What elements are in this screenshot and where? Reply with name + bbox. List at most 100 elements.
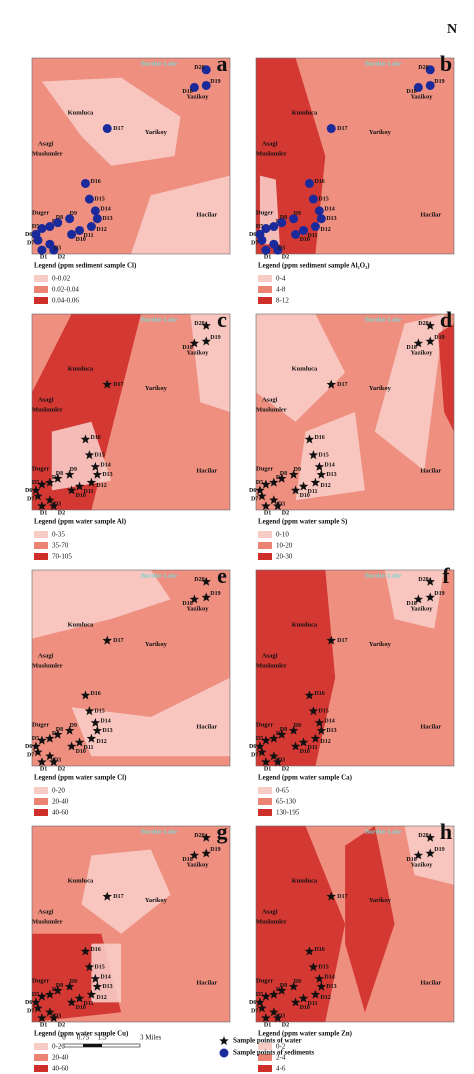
point-label: D9 — [70, 211, 77, 217]
water-point — [298, 737, 309, 747]
water-point — [304, 946, 315, 956]
place-label: Burdur Lake — [365, 828, 402, 835]
water-point — [273, 757, 283, 767]
point-label: D3 — [278, 246, 285, 252]
zone — [256, 826, 346, 1022]
map-frame — [31, 57, 231, 255]
legend-entry: 10-20 — [276, 542, 293, 550]
sediment-point — [53, 218, 63, 228]
sediment-point — [257, 235, 267, 245]
point-label: D7 — [27, 241, 34, 247]
point-label: D2 — [58, 766, 65, 772]
map-panel: Burdur Lake Kumluca Asagi Muslumler Yarikoy Y… — [249, 307, 455, 561]
zone — [256, 570, 336, 766]
panel-letter: a — [217, 51, 228, 76]
legend-swatch — [258, 542, 272, 549]
point-label: D20 — [194, 65, 204, 71]
water-point — [49, 501, 59, 511]
place-label: Yazikoy — [186, 606, 209, 613]
sediment-point — [37, 245, 47, 255]
water-point — [45, 477, 55, 487]
point-label: D7 — [251, 241, 258, 247]
place-label: Kumluca — [68, 109, 94, 116]
place-label: Duger — [256, 209, 273, 216]
water-point — [80, 946, 91, 956]
legend-entry: 2-4 — [276, 1054, 286, 1062]
point-label: D18 — [406, 345, 416, 351]
place-label: Kumluca — [292, 877, 318, 884]
water-point — [201, 832, 211, 842]
water-point — [53, 729, 63, 739]
point-label: D1 — [264, 766, 271, 772]
legend-title: Legend (ppm water sample Zn) — [258, 1030, 353, 1038]
place-label: Yarikoy — [145, 897, 168, 904]
sediment-point — [33, 235, 43, 245]
legend-swatch — [258, 798, 272, 805]
water-point — [201, 320, 211, 330]
map-frame — [255, 569, 455, 767]
sediment-point — [316, 214, 326, 224]
water-point — [37, 479, 47, 489]
panel-letter: b — [440, 51, 452, 76]
point-label: D14 — [324, 206, 334, 212]
water-point — [304, 434, 315, 444]
point-label: D8 — [56, 727, 63, 733]
water-point — [269, 1007, 279, 1017]
place-label: Muslumler — [256, 407, 287, 414]
legend-swatch — [258, 553, 272, 560]
sediment-point — [80, 178, 90, 188]
point-label: D12 — [320, 995, 330, 1001]
place-label: Asagi — [38, 653, 54, 660]
scale-label: 1.5 — [98, 1034, 107, 1042]
zone — [81, 849, 171, 934]
point-label: D20 — [418, 577, 428, 583]
water-point — [261, 757, 271, 767]
map-panel: Burdur Lake Kumluca Asagi Muslumler Yarikoy Y… — [249, 563, 455, 817]
sediment-point — [308, 194, 318, 204]
point-label: D3 — [54, 758, 61, 764]
place-label: Asagi — [262, 653, 278, 660]
point-label: D3 — [278, 758, 285, 764]
place-label: Asagi — [38, 397, 54, 404]
sediment-point — [86, 222, 96, 232]
legend-swatch — [34, 1054, 48, 1061]
point-label: D8 — [56, 215, 63, 221]
point-label: D12 — [96, 227, 106, 233]
water-point — [269, 989, 279, 999]
map-panel: Burdur Lake Kumluca Asagi Muslumler Yarikoy Y… — [25, 819, 231, 1073]
water-point — [308, 450, 319, 460]
point-label: D10 — [76, 749, 86, 755]
legend-entry: 20-30 — [276, 553, 293, 561]
point-label: D16 — [314, 691, 324, 697]
water-point — [102, 635, 112, 645]
legend-entry: 65-130 — [276, 798, 296, 806]
place-label: Muslumler — [256, 919, 287, 926]
water-point — [92, 469, 103, 479]
point-label: D5 — [256, 736, 263, 742]
zone — [384, 570, 445, 629]
water-point — [326, 379, 336, 389]
water-point — [261, 501, 271, 511]
sediment-point — [269, 222, 279, 232]
sediment-point — [425, 65, 435, 75]
water-point — [257, 747, 267, 757]
water-point — [31, 741, 41, 751]
point-label: D13 — [102, 984, 112, 990]
water-point — [102, 379, 112, 389]
point-label: D9 — [70, 723, 77, 729]
point-label: D2 — [282, 1022, 289, 1028]
water-point — [86, 477, 97, 487]
point-label: D18 — [182, 601, 192, 607]
water-point — [45, 733, 55, 743]
point-label: D17 — [337, 382, 347, 388]
legend-entry: 130-195 — [276, 809, 300, 817]
place-label: Yarikoy — [369, 385, 392, 392]
sediment-point — [261, 224, 271, 234]
water-point — [425, 832, 435, 842]
panel-letter: h — [440, 819, 452, 844]
point-label: D13 — [326, 216, 336, 222]
sediment-point — [84, 194, 94, 204]
point-label: D13 — [326, 728, 336, 734]
point-label: D20 — [418, 321, 428, 327]
water-point — [74, 737, 85, 747]
